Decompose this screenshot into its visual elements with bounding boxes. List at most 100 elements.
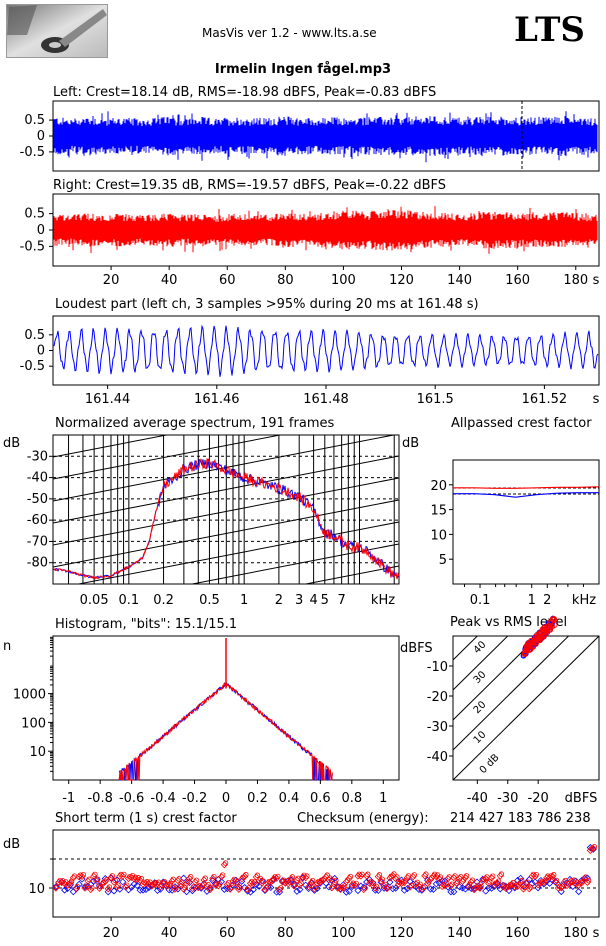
crest-circle-right bbox=[452, 873, 458, 879]
peak-diagonal-line bbox=[453, 636, 479, 661]
crest-point-right bbox=[377, 877, 385, 885]
crest-circle-right bbox=[420, 884, 426, 891]
crest-point-right bbox=[490, 881, 499, 889]
spectrum-slope bbox=[53, 258, 399, 325]
crest-point-right bbox=[293, 876, 301, 884]
crest-point-right bbox=[392, 875, 400, 883]
crest-circle-right bbox=[176, 876, 182, 882]
xtick-label-5-7: 0.4 bbox=[279, 791, 300, 806]
ytick-label-6-0: -10 bbox=[427, 660, 448, 675]
crest-point-right bbox=[90, 872, 98, 880]
crest-circle-right bbox=[408, 882, 415, 888]
crest-point-right bbox=[493, 879, 501, 887]
plot-frame-4 bbox=[452, 459, 600, 585]
peak-point-right bbox=[537, 637, 543, 644]
crest-circle-right bbox=[156, 879, 162, 885]
crest-circle-right bbox=[251, 879, 258, 885]
crest-circle-right bbox=[469, 877, 476, 883]
xtick-label-2-0: 161.44 bbox=[85, 392, 131, 407]
crest-circle-right bbox=[417, 881, 423, 887]
diag-label-0: 40 bbox=[472, 639, 489, 656]
ytick-label-5-0: 1000 bbox=[13, 688, 46, 703]
ytick-label-4-2: 10 bbox=[430, 528, 447, 543]
xtick-label-5-8: 0.6 bbox=[310, 791, 331, 806]
crest-point-left bbox=[354, 886, 362, 895]
crest-point-right bbox=[273, 874, 281, 882]
ytick-label-3-0: -30 bbox=[27, 449, 48, 464]
crest-point-right bbox=[302, 874, 310, 882]
crest-circle-right bbox=[217, 881, 223, 887]
chart-title-6: Peak vs RMS level bbox=[450, 615, 567, 630]
histogram-series-left bbox=[118, 681, 333, 781]
crest-circle-right bbox=[333, 877, 339, 884]
crest-circle-right bbox=[318, 877, 325, 883]
crest-point-right bbox=[502, 884, 510, 893]
crest-circle-right bbox=[219, 872, 226, 878]
crest-point-left bbox=[392, 884, 400, 892]
crest-point-right bbox=[447, 882, 455, 890]
xtick-label-5-1: -0.8 bbox=[87, 791, 112, 806]
x-unit-6: dBFS bbox=[565, 791, 598, 806]
crest-point-right bbox=[551, 878, 560, 886]
crest-circle-right bbox=[495, 878, 502, 884]
crest-point-right bbox=[185, 874, 194, 883]
xtick-label-5-2: -0.6 bbox=[119, 791, 144, 806]
xtick-label-3-8: 5 bbox=[321, 593, 329, 608]
xtick-label-5-6: 0.2 bbox=[247, 791, 268, 806]
crest-circle-right bbox=[309, 877, 316, 884]
crest-point-right bbox=[424, 880, 432, 888]
crest-point-right bbox=[339, 884, 347, 892]
crest-circle-right bbox=[138, 875, 144, 882]
crest-circle-right bbox=[347, 873, 354, 880]
ytick-label-6-1: -20 bbox=[427, 690, 448, 705]
crest-circle-right bbox=[228, 884, 235, 891]
xtick-label-7-0: 20 bbox=[103, 926, 120, 941]
crest-point-right bbox=[540, 879, 548, 887]
xtick-label-3-9: 7 bbox=[338, 593, 346, 608]
crest-point-right bbox=[95, 884, 104, 892]
ytick-label-0-2: -0.5 bbox=[20, 145, 45, 160]
xtick-label-2-1: 161.46 bbox=[194, 392, 240, 407]
crest-point-right bbox=[165, 881, 173, 890]
crest-circle-right bbox=[553, 877, 560, 884]
crest-point-right bbox=[81, 884, 89, 892]
crest-point-right bbox=[534, 881, 542, 889]
crest-point-left bbox=[575, 888, 583, 896]
crest-point-right bbox=[305, 883, 313, 891]
crest-circle-right bbox=[260, 878, 266, 884]
ytick-label-6-2: -30 bbox=[427, 720, 448, 735]
crest-circle-right bbox=[295, 875, 301, 882]
xtick-label-1-4: 100 bbox=[331, 273, 356, 288]
crest-point-right bbox=[479, 877, 487, 885]
chart-title-4: Allpassed crest factor bbox=[451, 416, 592, 431]
crest-point-right bbox=[589, 844, 597, 853]
crest-point-left bbox=[229, 881, 237, 889]
crest-point-right bbox=[110, 878, 118, 886]
ytick-label-7-0: 10 bbox=[28, 882, 45, 897]
peak-point-right bbox=[531, 636, 538, 643]
crest-point-right bbox=[287, 875, 295, 883]
crest-point-right bbox=[197, 883, 205, 891]
crest-circle-right bbox=[205, 881, 211, 888]
crest-circle-right bbox=[362, 885, 368, 891]
crest-point-right bbox=[148, 882, 156, 890]
xtick-label-4-1: 1 bbox=[528, 593, 536, 608]
crest-point-right bbox=[357, 872, 365, 880]
crest-point-right bbox=[87, 885, 95, 894]
crest-point-right bbox=[360, 886, 368, 894]
crest-point-left bbox=[345, 887, 353, 895]
peak-point-right bbox=[544, 628, 551, 634]
crest-point-right bbox=[52, 884, 60, 892]
crest-point-right bbox=[264, 879, 272, 887]
crest-point-right bbox=[261, 885, 269, 894]
xtick-label-7-8: 180 bbox=[563, 926, 588, 941]
crest-circle-right bbox=[443, 881, 449, 887]
crest-point-left bbox=[252, 880, 260, 889]
crest-point-right bbox=[241, 872, 249, 881]
crest-point-right bbox=[220, 861, 228, 869]
y-unit-3: dB bbox=[3, 436, 20, 451]
crest-circle-right bbox=[173, 884, 179, 891]
crest-point-right bbox=[336, 885, 345, 894]
xtick-label-5-3: -0.4 bbox=[150, 791, 175, 806]
